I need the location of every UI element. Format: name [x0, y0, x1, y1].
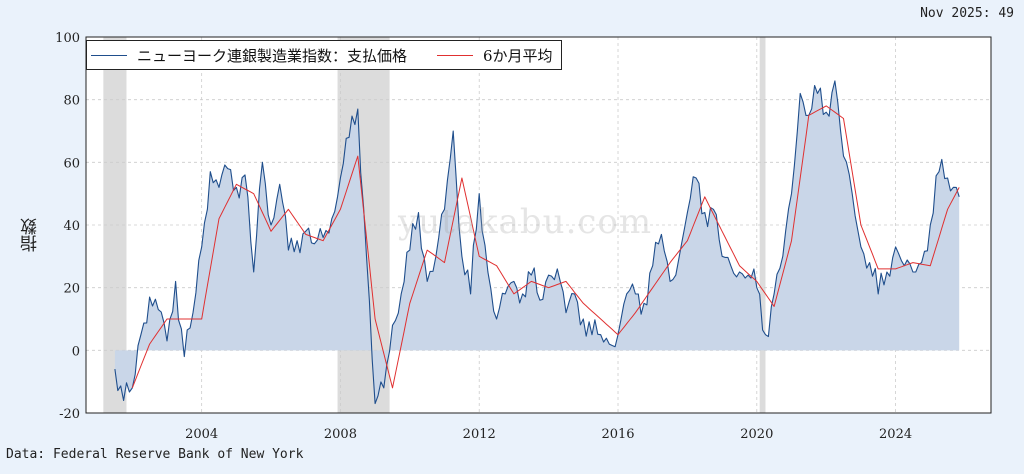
recession-band-0	[103, 37, 127, 413]
x-tick-label: 2004	[185, 427, 218, 442]
legend-label-index: ニューヨーク連銀製造業指数：支払価格	[137, 46, 408, 65]
series-lines	[114, 80, 960, 405]
y-tick-label: 0	[72, 344, 80, 359]
legend-swatch-index	[91, 54, 127, 56]
y-tick-label: 20	[63, 282, 80, 297]
y-axis-label: 指数	[21, 218, 41, 252]
y-tick-label: -20	[59, 407, 80, 422]
y-tick-label: 60	[63, 156, 80, 171]
legend-item-index: ニューヨーク連銀製造業指数：支払価格	[91, 45, 407, 66]
latest-value-label: Nov 2025: 49	[920, 6, 1014, 21]
plot-frame	[85, 36, 992, 414]
x-tick-label: 2024	[879, 427, 912, 442]
legend-label-ma: 6か月平均	[483, 46, 553, 65]
legend-swatch-ma	[437, 54, 474, 56]
x-tick-label: 2012	[463, 427, 496, 442]
ma-line	[131, 105, 960, 389]
legend: ニューヨーク連銀製造業指数：支払価格 6か月平均	[86, 40, 562, 70]
x-tick-label: 2008	[324, 427, 357, 442]
x-tick-label: 2016	[601, 427, 634, 442]
index-area-fill	[114, 80, 960, 404]
index-area	[114, 80, 960, 404]
legend-item-ma: 6か月平均	[437, 45, 553, 66]
y-tick-label: 100	[55, 31, 80, 46]
data-source: Data: Federal Reserve Bank of New York	[6, 447, 304, 462]
index-line	[114, 80, 960, 405]
watermark: yutakabu.com	[398, 202, 653, 242]
x-tick-label: 2020	[740, 427, 773, 442]
y-tick-label: 80	[63, 94, 80, 109]
recession-band-2	[759, 37, 766, 413]
y-tick-label: 40	[63, 219, 80, 234]
axis-ticks: -20 0 20 40 60 80 100 2004 2008 2012 2016 2020 2024	[55, 31, 912, 442]
